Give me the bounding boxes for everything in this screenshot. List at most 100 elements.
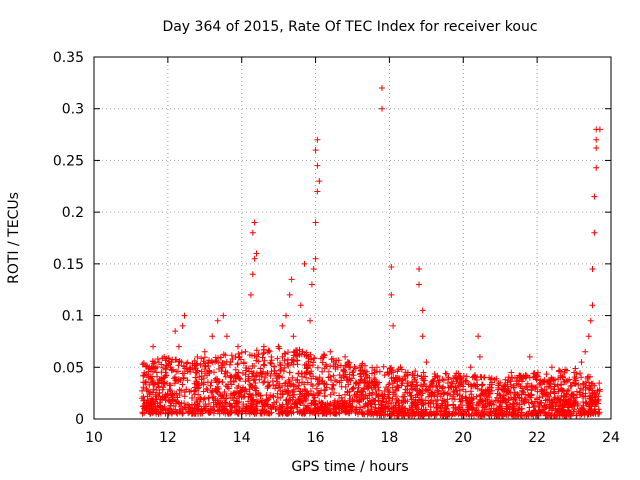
data-point <box>338 407 345 414</box>
data-point <box>364 374 371 381</box>
data-point <box>312 255 319 262</box>
data-point <box>198 355 205 362</box>
data-point <box>186 409 193 416</box>
data-point <box>232 354 239 360</box>
y-tick-labels: 0 0.05 0.1 0.15 0.2 0.25 0.3 0.35 <box>53 50 84 428</box>
data-point <box>549 399 556 406</box>
data-point <box>412 368 419 375</box>
data-point <box>520 389 527 396</box>
data-point <box>242 348 249 355</box>
data-point <box>450 388 457 394</box>
data-point <box>488 405 495 412</box>
data-point <box>273 399 280 405</box>
data-point <box>308 408 315 415</box>
data-point <box>251 219 258 226</box>
data-point <box>263 410 270 417</box>
data-point <box>439 385 445 392</box>
data-point <box>173 376 180 383</box>
data-point <box>290 409 297 416</box>
data-point <box>221 406 228 413</box>
data-point <box>486 409 492 416</box>
data-point <box>281 357 288 364</box>
data-point <box>197 410 204 417</box>
data-point <box>526 374 533 381</box>
data-point <box>460 386 467 393</box>
data-point <box>390 322 397 329</box>
data-point <box>577 370 583 377</box>
data-point <box>479 390 486 397</box>
data-point <box>593 164 600 171</box>
data-point <box>342 353 349 360</box>
data-point <box>525 410 532 417</box>
data-point <box>479 387 485 394</box>
data-point <box>347 364 354 371</box>
data-point <box>537 379 544 386</box>
data-point <box>172 377 179 384</box>
data-point <box>247 408 254 415</box>
data-point <box>265 347 272 354</box>
data-point <box>555 368 562 375</box>
data-point <box>424 387 431 394</box>
y-tick-label: 0.35 <box>53 50 84 66</box>
data-point <box>345 359 352 366</box>
data-point <box>480 411 487 418</box>
data-point <box>242 365 249 371</box>
data-point <box>423 383 430 390</box>
data-point <box>268 360 275 367</box>
data-point <box>206 357 212 364</box>
data-point <box>515 405 522 412</box>
data-point <box>366 397 373 404</box>
data-point <box>308 281 315 288</box>
data-point <box>158 361 165 368</box>
data-point <box>289 374 296 381</box>
data-point <box>510 406 516 413</box>
data-point <box>380 363 387 370</box>
data-point <box>530 403 537 410</box>
data-point <box>571 369 578 376</box>
data-point <box>223 333 230 340</box>
data-point <box>500 412 507 419</box>
data-point <box>322 386 329 393</box>
data-point <box>198 373 205 380</box>
data-point <box>311 397 318 404</box>
data-point <box>332 397 338 404</box>
data-point <box>150 343 157 350</box>
data-point <box>269 378 276 384</box>
data-point <box>163 366 170 373</box>
data-point <box>193 369 199 376</box>
data-point <box>200 381 207 388</box>
data-point <box>139 395 145 402</box>
data-point <box>290 361 297 368</box>
data-point <box>401 373 408 380</box>
data-point <box>316 178 323 185</box>
data-point <box>420 369 427 376</box>
data-point <box>378 410 385 416</box>
data-point <box>521 412 528 419</box>
data-point <box>184 401 191 408</box>
data-point <box>309 382 316 389</box>
data-point <box>297 302 304 309</box>
data-point <box>238 349 245 356</box>
data-point <box>213 386 220 393</box>
data-point <box>369 370 375 377</box>
data-point <box>300 409 307 416</box>
data-point <box>429 390 436 397</box>
y-tick-label: 0.15 <box>53 257 84 273</box>
data-point <box>157 409 164 416</box>
data-point <box>165 355 172 362</box>
data-point <box>304 402 311 409</box>
data-point <box>188 395 195 401</box>
data-point <box>381 372 388 379</box>
data-point <box>428 397 435 404</box>
data-point <box>178 400 185 407</box>
data-point <box>213 379 220 386</box>
data-point <box>277 367 284 374</box>
data-point <box>183 360 190 367</box>
data-point <box>587 373 593 380</box>
data-point <box>208 358 215 365</box>
data-point <box>404 398 411 405</box>
data-point <box>235 350 242 357</box>
data-point <box>311 355 318 362</box>
data-point <box>490 401 497 408</box>
data-point <box>399 377 406 383</box>
